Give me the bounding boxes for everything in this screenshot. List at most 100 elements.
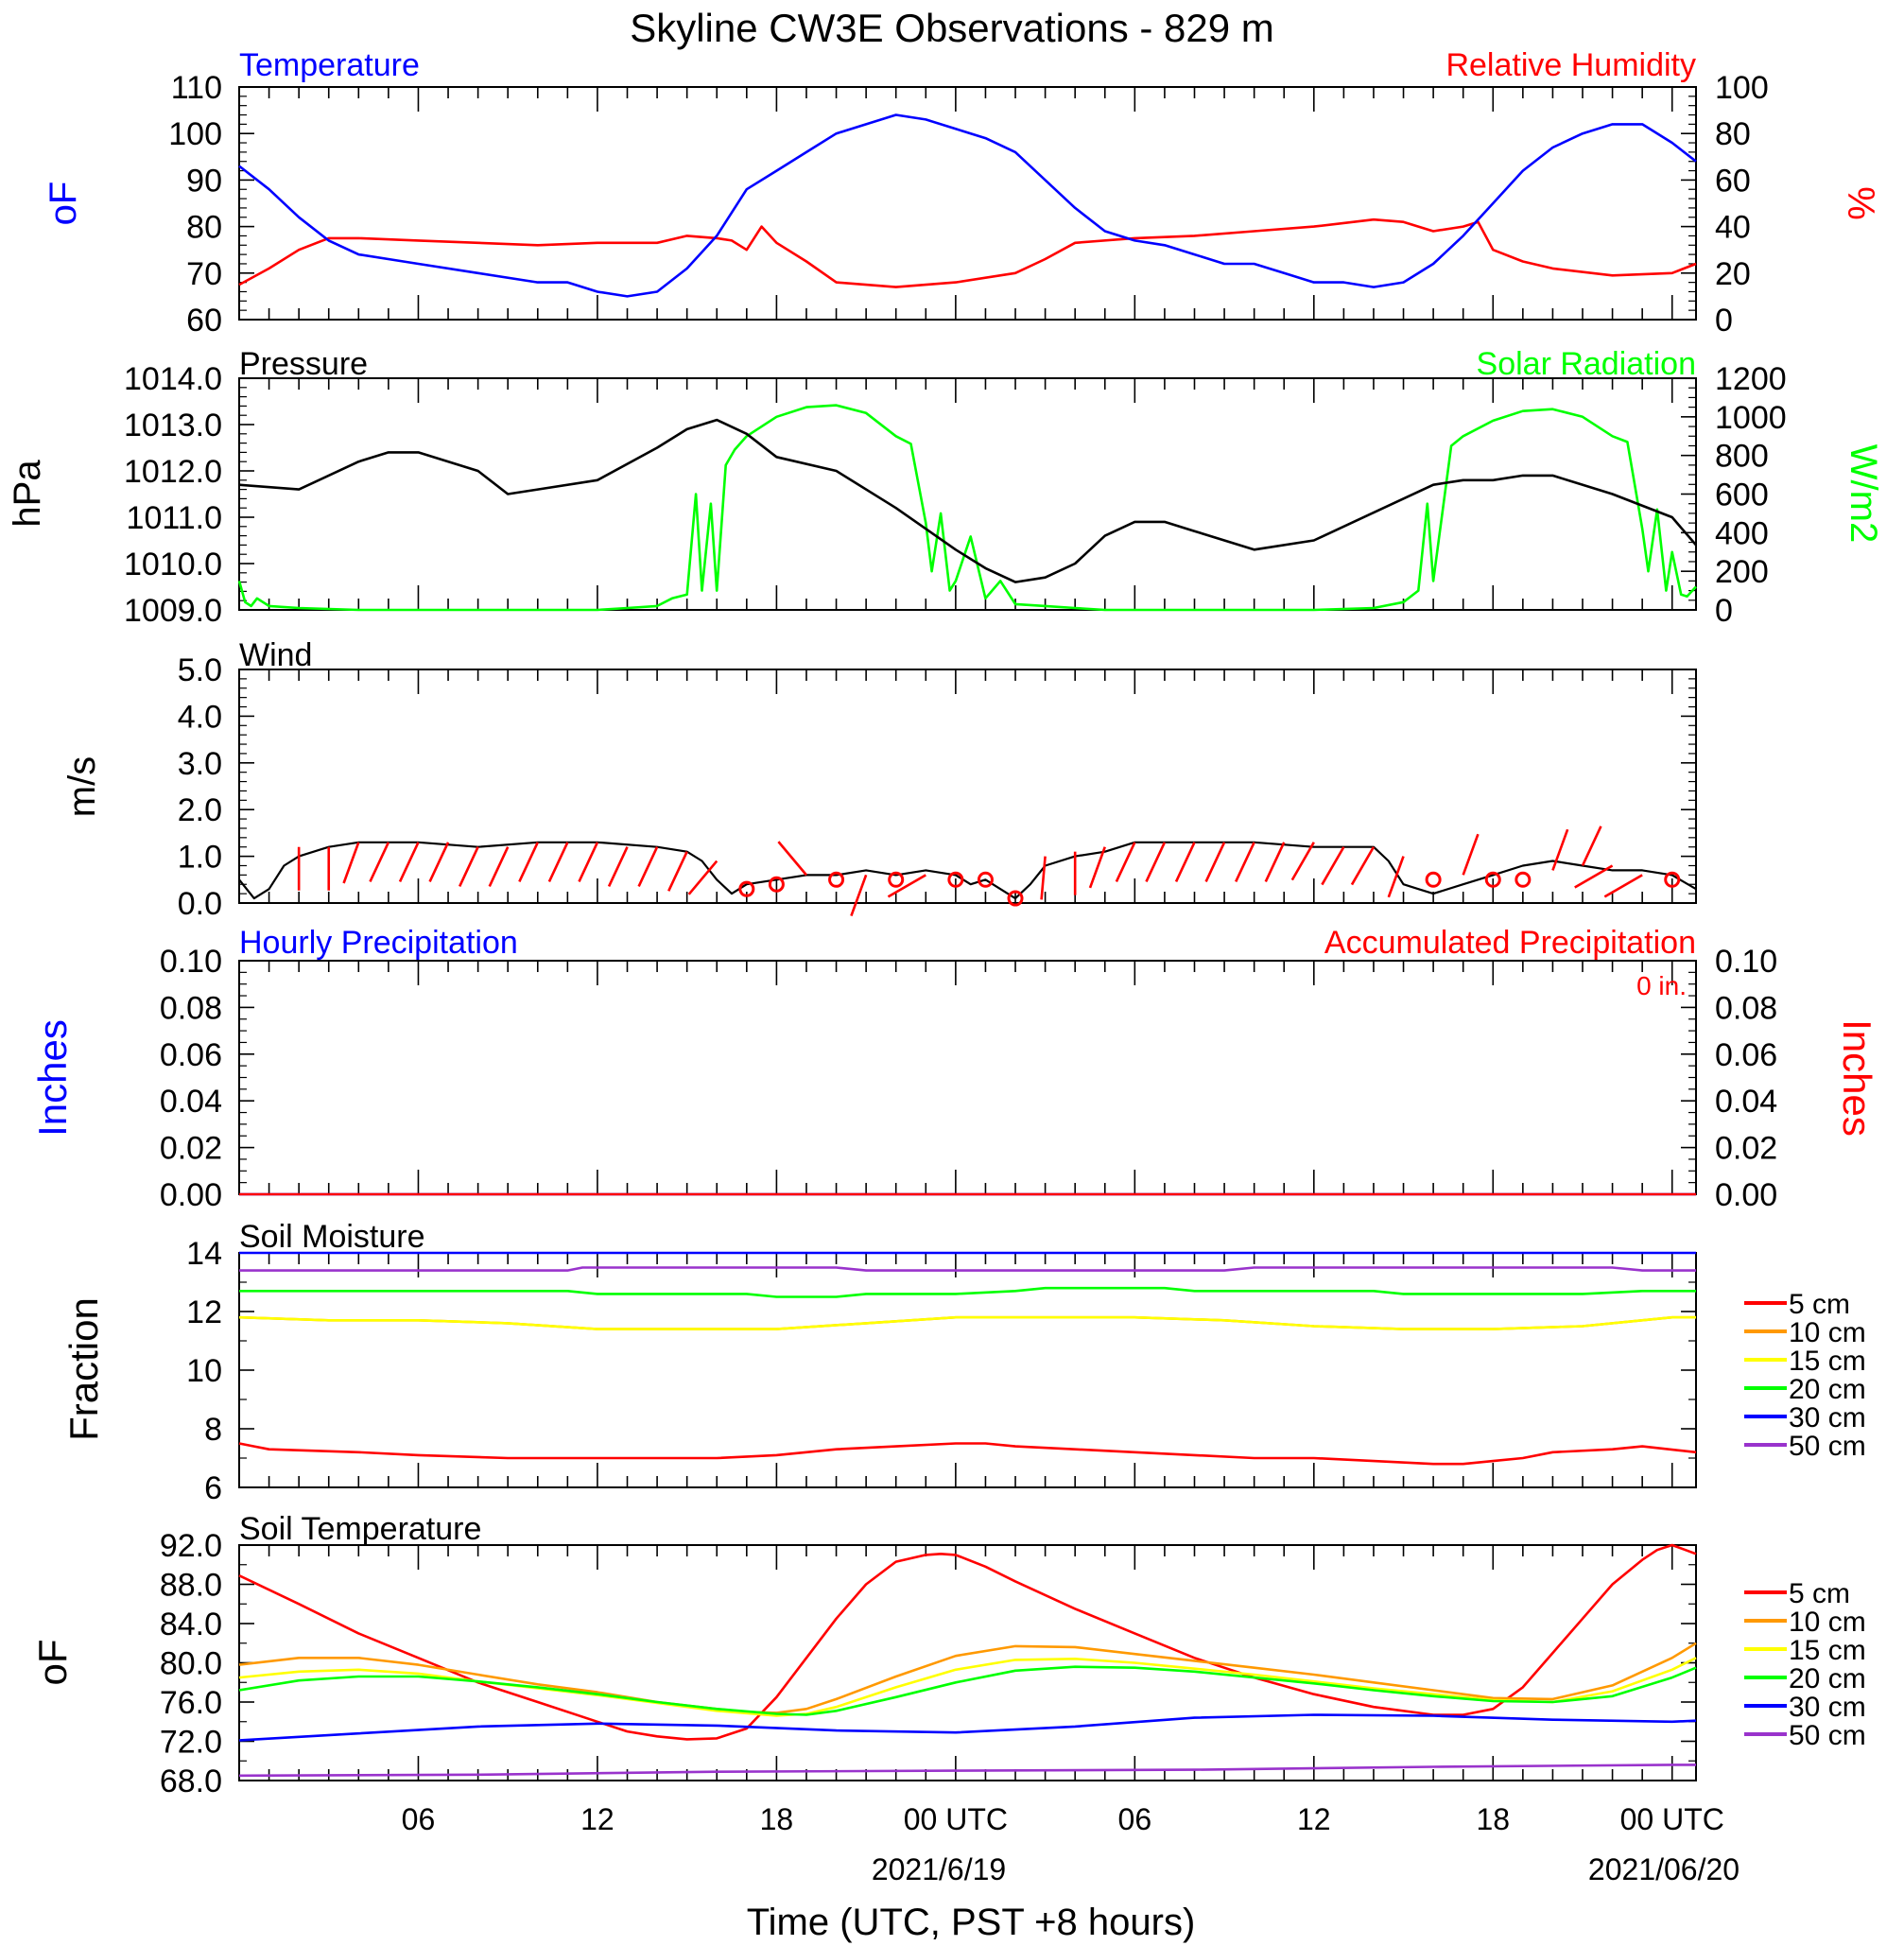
y-tick-label: 70 [186,256,222,292]
y-tick-label: 10 [186,1353,222,1389]
wind-barb [518,842,539,883]
depth-line-20cm [239,1286,1696,1298]
depth-line-10cm [238,1642,1697,1714]
y-tick-label: 1009.0 [124,593,222,629]
y-tick-label: 0.06 [1715,1037,1777,1073]
y-tick-label: 2.0 [178,792,222,828]
wind-barb-calm [888,871,905,888]
pressure-label: Pressure [239,346,368,382]
wind-barb [1350,846,1376,886]
humidity-line [238,217,1697,288]
y-tick-label: 4.0 [178,699,222,735]
y-tick-label: 1000 [1715,400,1787,436]
wind-barb-calm [1664,871,1681,888]
wind-barb [1290,842,1315,881]
date-label-2: 2021/06/20 [1588,1852,1740,1886]
legend-entry: 30 cm [1789,1402,1866,1433]
wind-barb [1551,828,1569,871]
y-tick-label: 14 [186,1236,222,1272]
depth-line-15cm [238,1657,1697,1717]
depth-line-15cm [238,1315,1696,1330]
depth-line-50cm [238,1764,1696,1778]
y-tick-label: 110 [171,70,222,106]
wind-barb [1088,846,1106,889]
depth-line-20cm [238,1665,1697,1716]
wind-barb-calm [977,871,994,888]
figure-title: Skyline CW3E Observations - 829 m [630,6,1274,50]
y-tick-label: 68.0 [160,1764,222,1799]
panel-4-frame [238,1252,1697,1488]
depth-line-5cm [238,1543,1697,1741]
depth-line-30cm [238,1713,1697,1742]
wind-barb [369,842,390,883]
legend-entry: 50 cm [1789,1431,1866,1462]
legend-entry: 5 cm [1789,1578,1850,1609]
y-tick-label: 1200 [1715,361,1787,397]
wind-barb [578,842,599,883]
time-tick-label: 12 [1297,1802,1331,1836]
wind-barb [1235,842,1255,883]
hourly-precip-label: Hourly Precipitation [239,925,518,961]
y-tick-label: 76.0 [160,1685,222,1721]
accum-precip-unit: Inches [1835,1019,1879,1137]
panel-0-frame [238,86,1697,321]
wind-barb [687,860,718,895]
solar-line [237,404,1697,612]
y-tick-label: 400 [1715,515,1769,551]
panel-soil-temperature: 68.072.0 76.080.0 84.088.0 92.0 Soil Tempera… [30,1511,1866,1799]
y-tick-label: 0.08 [1715,990,1777,1026]
soil-temperature-label: Soil Temperature [239,1511,481,1547]
y-tick-label: 1.0 [178,840,222,876]
humidity-unit: % [1840,186,1881,220]
y-tick-label: 0.10 [1715,944,1777,980]
wind-barb-calm [1425,871,1442,888]
panel-3-frame [238,960,1697,1195]
wind-barb [1387,856,1405,898]
y-tick-label: 0.10 [160,944,222,980]
y-tick-label: 6 [204,1470,222,1506]
wind-barb [607,846,629,887]
wind-barb-calm [738,880,755,897]
wind-barb [637,846,659,887]
depth-line-50cm [239,1266,1696,1272]
y-tick-label: 0.04 [1715,1084,1777,1120]
soil-moisture-unit: Fraction [61,1297,106,1441]
wind-barb [850,874,868,917]
pressure-unit: hPa [7,460,48,528]
date-label-1: 2021/6/19 [872,1852,1006,1886]
time-tick-labels: 06 12 18 00 UTC 06 12 18 00 UTC [402,1802,1724,1836]
pressure-line [238,418,1697,583]
y-tick-label: 0.06 [160,1037,222,1073]
y-tick-label: 1013.0 [124,408,222,443]
wind-unit: m/s [61,756,103,817]
panel-5-frame [238,1544,1697,1781]
wind-speed-line [238,841,1697,900]
soil-temperature-unit: oF [30,1639,75,1685]
time-tick-label: 00 UTC [1620,1802,1724,1836]
y-tick-label: 100 [168,116,222,152]
y-tick-label: 72.0 [160,1725,222,1761]
y-tick-label: 8 [204,1412,222,1448]
soil-moisture-label: Soil Moisture [239,1219,425,1255]
y-tick-label: 100 [1715,70,1769,106]
solar-label: Solar Radiation [1477,346,1696,382]
wind-barb [428,842,450,883]
wind-barb [1145,842,1167,883]
wind-barb [488,846,510,887]
wind-barb [1264,842,1286,883]
wind-barb [1581,825,1602,867]
wind-barb [777,841,807,877]
y-tick-label: 1010.0 [124,547,222,582]
wind-barb [1462,833,1480,876]
time-tick-label: 18 [760,1802,794,1836]
legend-entry: 15 cm [1789,1346,1866,1377]
wind-barb-calm [1007,890,1024,907]
time-tick-label: 12 [580,1802,614,1836]
solar-unit: W/m2 [1843,444,1884,543]
wind-barb-calm [947,871,964,888]
time-tick-label: 00 UTC [904,1802,1008,1836]
wind-barb-calm [828,871,845,888]
